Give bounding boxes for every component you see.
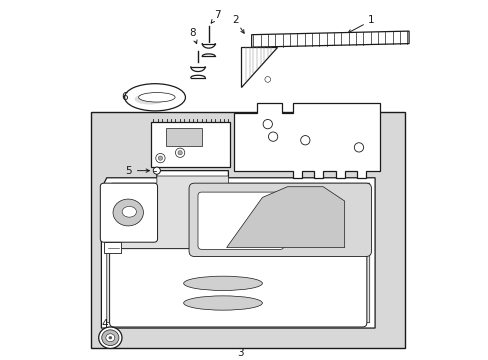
- Text: 3: 3: [237, 348, 244, 358]
- Bar: [151, 122, 230, 167]
- Text: 2: 2: [232, 15, 238, 25]
- FancyBboxPatch shape: [100, 183, 157, 242]
- Text: 7: 7: [214, 10, 221, 20]
- Ellipse shape: [113, 199, 143, 226]
- Polygon shape: [226, 187, 344, 248]
- Text: 5: 5: [124, 166, 131, 176]
- Ellipse shape: [124, 84, 185, 111]
- Text: 4: 4: [102, 319, 108, 329]
- Ellipse shape: [183, 276, 262, 291]
- Ellipse shape: [138, 93, 175, 102]
- Polygon shape: [165, 128, 201, 145]
- Ellipse shape: [108, 336, 112, 339]
- FancyBboxPatch shape: [189, 183, 371, 256]
- Ellipse shape: [183, 296, 262, 310]
- Polygon shape: [241, 47, 276, 86]
- Polygon shape: [190, 67, 205, 72]
- Text: 1: 1: [367, 15, 374, 25]
- Circle shape: [264, 77, 270, 82]
- Polygon shape: [190, 75, 205, 78]
- Polygon shape: [202, 54, 215, 56]
- Circle shape: [300, 136, 309, 145]
- Circle shape: [268, 132, 277, 141]
- Ellipse shape: [122, 206, 136, 217]
- Circle shape: [178, 150, 182, 155]
- Polygon shape: [104, 242, 121, 253]
- Circle shape: [156, 153, 165, 163]
- FancyBboxPatch shape: [198, 192, 283, 249]
- Text: 6: 6: [121, 92, 128, 102]
- Circle shape: [175, 148, 184, 157]
- Polygon shape: [251, 31, 408, 47]
- Polygon shape: [106, 176, 369, 323]
- Circle shape: [354, 143, 363, 152]
- FancyBboxPatch shape: [109, 249, 366, 327]
- Ellipse shape: [134, 94, 164, 104]
- Circle shape: [153, 167, 160, 174]
- Ellipse shape: [102, 330, 119, 346]
- Circle shape: [263, 120, 272, 129]
- Ellipse shape: [99, 327, 122, 348]
- Circle shape: [158, 156, 162, 160]
- Bar: [90, 112, 405, 348]
- Polygon shape: [101, 171, 374, 328]
- Polygon shape: [202, 44, 215, 48]
- Polygon shape: [233, 103, 380, 178]
- Text: 8: 8: [189, 28, 196, 38]
- Ellipse shape: [105, 334, 115, 342]
